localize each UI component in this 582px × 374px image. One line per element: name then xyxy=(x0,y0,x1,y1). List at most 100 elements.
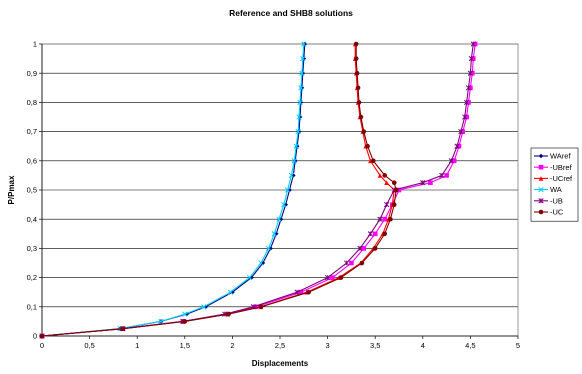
data-point xyxy=(258,304,264,310)
data-point xyxy=(388,216,393,222)
y-tick-label: 1 xyxy=(33,40,37,49)
data-point xyxy=(295,128,301,135)
data-point xyxy=(271,231,277,237)
legend-marker xyxy=(538,198,544,204)
data-point xyxy=(283,202,289,207)
data-point xyxy=(306,289,311,295)
x-tick-label: 3,5 xyxy=(370,341,380,350)
x-tick-label: 1 xyxy=(135,341,139,350)
plot-area: 0 0,1 0,2 0,3 0,4 0,5 0,6 0,7 0,8 0,9 1 0 0,5 1 1,5 2 2,… xyxy=(27,40,521,350)
legend-item: -UB xyxy=(534,196,563,205)
data-point xyxy=(120,326,126,332)
x-tick-label: 1,5 xyxy=(180,341,190,350)
y-tick-label: 0,7 xyxy=(27,127,37,136)
data-point xyxy=(361,129,367,134)
legend-label: -UBref xyxy=(550,163,573,172)
data-point xyxy=(301,41,307,47)
data-point xyxy=(377,173,383,178)
data-point xyxy=(382,231,388,237)
data-point xyxy=(463,99,470,106)
legend-item: WAref xyxy=(534,152,571,161)
data-point xyxy=(361,246,367,251)
data-point xyxy=(370,158,376,164)
x-tick-label: 0 xyxy=(40,341,44,350)
data-point xyxy=(382,173,388,178)
data-point xyxy=(468,85,473,91)
y-tick-label: 0,5 xyxy=(27,186,37,195)
x-tick-label: 5 xyxy=(516,341,520,350)
legend-label: -UC xyxy=(550,208,564,217)
data-point xyxy=(356,100,362,105)
series-uc xyxy=(39,41,399,339)
data-point xyxy=(294,143,300,149)
data-point xyxy=(182,311,188,317)
data-point xyxy=(456,143,462,149)
legend-marker xyxy=(538,186,544,193)
legend-marker xyxy=(538,209,544,215)
data-point xyxy=(359,260,365,266)
data-point xyxy=(324,274,331,281)
data-point xyxy=(396,187,402,193)
data-point xyxy=(281,201,287,208)
data-point xyxy=(454,143,460,149)
data-point xyxy=(365,143,370,149)
data-point xyxy=(354,70,360,76)
data-point xyxy=(294,289,300,295)
data-point xyxy=(246,274,253,281)
data-point xyxy=(300,55,306,62)
x-tick-label: 2,5 xyxy=(275,341,285,350)
legend-item: -UCref xyxy=(534,174,573,183)
data-point xyxy=(226,311,231,317)
data-point xyxy=(353,56,359,61)
data-point xyxy=(293,143,299,149)
data-point xyxy=(465,85,472,91)
x-tick-label: 4 xyxy=(421,341,425,350)
y-tick-label: 0,1 xyxy=(27,302,37,311)
legend-item: -UBref xyxy=(534,163,573,172)
data-point xyxy=(227,289,234,295)
data-point xyxy=(297,114,303,120)
y-tick-label: 0,3 xyxy=(27,244,37,253)
x-tick-label: 3 xyxy=(326,341,330,350)
y-tick-label: 0,9 xyxy=(27,69,37,78)
data-point xyxy=(458,128,464,135)
x-tick-label: 2 xyxy=(230,341,234,350)
y-tick-label: 0 xyxy=(33,332,37,341)
data-point xyxy=(349,260,354,266)
data-point xyxy=(338,275,344,280)
data-point xyxy=(372,231,378,237)
data-point xyxy=(39,333,45,339)
legend-label: -UCref xyxy=(550,174,573,183)
data-point xyxy=(299,70,305,76)
data-point xyxy=(203,304,209,310)
data-point xyxy=(260,260,266,266)
data-point xyxy=(382,216,388,222)
data-point xyxy=(265,245,272,252)
series-wa xyxy=(39,41,307,339)
data-point xyxy=(358,114,364,120)
data-point xyxy=(393,187,399,193)
legend-label: WAref xyxy=(550,152,571,161)
legend: WAref -UBref -UCref WA -UB -UC xyxy=(530,147,579,222)
x-tick-label: 0,5 xyxy=(84,341,94,350)
data-point xyxy=(258,260,264,266)
data-point xyxy=(428,180,433,185)
series-line xyxy=(41,43,474,337)
data-point xyxy=(391,202,397,207)
y-tick-label: 0,6 xyxy=(27,156,37,165)
data-point xyxy=(383,201,390,208)
legend-marker xyxy=(538,164,544,170)
data-point xyxy=(288,172,295,179)
y-tick-label: 0,2 xyxy=(27,273,37,282)
data-point xyxy=(222,311,228,317)
data-point xyxy=(158,318,164,325)
data-point xyxy=(460,129,466,134)
data-point xyxy=(296,129,302,134)
data-point xyxy=(273,231,279,237)
legend-marker xyxy=(538,176,544,181)
data-point xyxy=(297,99,303,106)
y-axis-title: P/Pmax xyxy=(7,175,16,204)
data-point xyxy=(253,304,259,310)
